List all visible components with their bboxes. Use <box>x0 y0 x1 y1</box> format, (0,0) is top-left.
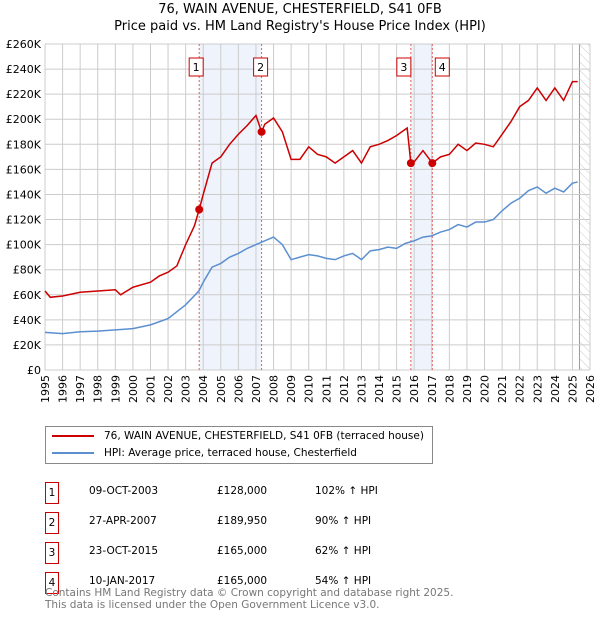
x-tick-label: 2000 <box>127 375 140 403</box>
x-tick-label: 2002 <box>162 375 175 403</box>
x-tick-label: 2020 <box>479 375 492 403</box>
y-tick-label: £260K <box>6 38 42 51</box>
sale-label: 1 <box>193 61 200 74</box>
y-tick-label: £220K <box>6 88 42 101</box>
y-tick-label: £80K <box>13 264 42 277</box>
shaded-period <box>410 44 433 370</box>
legend-label-property: 76, WAIN AVENUE, CHESTERFIELD, S41 0FB (… <box>104 430 424 442</box>
sale-point <box>195 205 204 214</box>
sale-label-box <box>188 57 204 77</box>
sale-label: 3 <box>400 61 407 74</box>
x-tick-label: 2011 <box>320 375 333 403</box>
sale-date: 09-OCT-2003 <box>89 485 158 497</box>
x-tick-label: 2008 <box>268 375 281 403</box>
x-tick-label: 1995 <box>39 375 52 403</box>
property-price-line <box>44 80 578 299</box>
x-tick-label: 2015 <box>391 375 404 403</box>
y-tick-label: £200K <box>6 113 42 126</box>
y-tick-label: £60K <box>13 289 42 302</box>
x-tick-label: 2018 <box>443 375 456 403</box>
x-tick-label: 2004 <box>197 375 210 403</box>
x-tick-label: 1996 <box>57 375 70 403</box>
x-tick-label: 2014 <box>373 375 386 403</box>
y-tick-label: £120K <box>6 214 42 227</box>
footer-licence: This data is licensed under the Open Gov… <box>45 599 380 611</box>
y-tick-label: £0 <box>27 364 41 377</box>
x-tick-label: 2017 <box>426 375 439 403</box>
sale-point <box>257 127 266 136</box>
price-chart: 1995 1996 1997 1998 1999 2000 2001 2002 2003 2004… <box>6 38 597 403</box>
x-tick-label: 1997 <box>74 375 87 403</box>
x-tick-label: 2021 <box>496 375 509 403</box>
sale-label-box <box>253 57 269 77</box>
sale-hpi-change: 90% ↑ HPI <box>315 515 372 527</box>
x-tick-label: 2013 <box>355 375 368 403</box>
sale-marker-badge: 2 <box>45 512 59 534</box>
y-tick-label: £40K <box>13 314 42 327</box>
sale-price: £165,000 <box>217 545 268 557</box>
x-tick-label: 2016 <box>408 375 421 403</box>
chart-subtitle: Price paid vs. HM Land Registry's House … <box>114 19 486 34</box>
x-tick-label: 2023 <box>531 375 544 403</box>
y-tick-label: £140K <box>6 188 42 201</box>
y-tick-label: £20K <box>13 339 42 352</box>
sale-price: £128,000 <box>217 485 268 497</box>
x-tick-label: 2024 <box>549 375 562 403</box>
chart-title: 76, WAIN AVENUE, CHESTERFIELD, S41 0FB <box>158 2 442 17</box>
sale-label: 4 <box>439 61 446 74</box>
y-tick-label: £180K <box>6 138 42 151</box>
shaded-period <box>199 44 262 370</box>
sale-hpi-change: 62% ↑ HPI <box>315 545 372 557</box>
sale-date: 10-JAN-2017 <box>89 575 156 587</box>
hpi-line <box>44 181 578 335</box>
sale-date: 23-OCT-2015 <box>89 545 158 557</box>
sale-marker-badge: 1 <box>45 482 59 504</box>
x-tick-label: 2010 <box>303 375 316 403</box>
sale-label-box <box>434 57 450 77</box>
x-tick-label: 2006 <box>232 375 245 403</box>
sale-label-box <box>396 57 412 77</box>
sale-label: 2 <box>257 61 264 74</box>
x-tick-label: 1999 <box>109 375 122 403</box>
y-tick-label: £100K <box>6 239 42 252</box>
x-tick-label: 2026 <box>584 375 597 403</box>
sale-point <box>428 159 437 168</box>
blue-line-swatch <box>52 452 94 454</box>
footer-copyright: Contains HM Land Registry data © Crown c… <box>45 587 454 599</box>
sale-hpi-change: 54% ↑ HPI <box>315 575 372 587</box>
future-hatch-area <box>579 44 590 370</box>
x-tick-label: 2019 <box>461 375 474 403</box>
sale-price: £165,000 <box>217 575 268 587</box>
y-tick-label: £240K <box>6 63 42 76</box>
x-tick-label: 2025 <box>566 375 579 403</box>
sale-marker-badge: 3 <box>45 542 59 564</box>
sale-marker-badge: 4 <box>45 572 59 594</box>
x-tick-label: 2009 <box>285 375 298 403</box>
x-tick-label: 2012 <box>338 375 351 403</box>
legend-item-property: 76, WAIN AVENUE, CHESTERFIELD, S41 0FB (… <box>52 430 424 442</box>
sale-hpi-change: 102% ↑ HPI <box>315 485 378 497</box>
legend: 76, WAIN AVENUE, CHESTERFIELD, S41 0FB (… <box>45 426 433 464</box>
sale-point <box>406 159 415 168</box>
x-tick-label: 2005 <box>215 375 228 403</box>
x-tick-label: 2001 <box>144 375 157 403</box>
x-tick-label: 2007 <box>250 375 263 403</box>
legend-label-hpi: HPI: Average price, terraced house, Ches… <box>104 447 357 459</box>
red-line-swatch <box>52 435 94 437</box>
x-tick-label: 2003 <box>180 375 193 403</box>
y-tick-label: £160K <box>6 163 42 176</box>
sale-price: £189,950 <box>217 515 268 527</box>
legend-item-hpi: HPI: Average price, terraced house, Ches… <box>52 447 357 459</box>
x-tick-label: 1998 <box>92 375 105 403</box>
x-tick-label: 2022 <box>514 375 527 403</box>
sale-date: 27-APR-2007 <box>89 515 157 527</box>
